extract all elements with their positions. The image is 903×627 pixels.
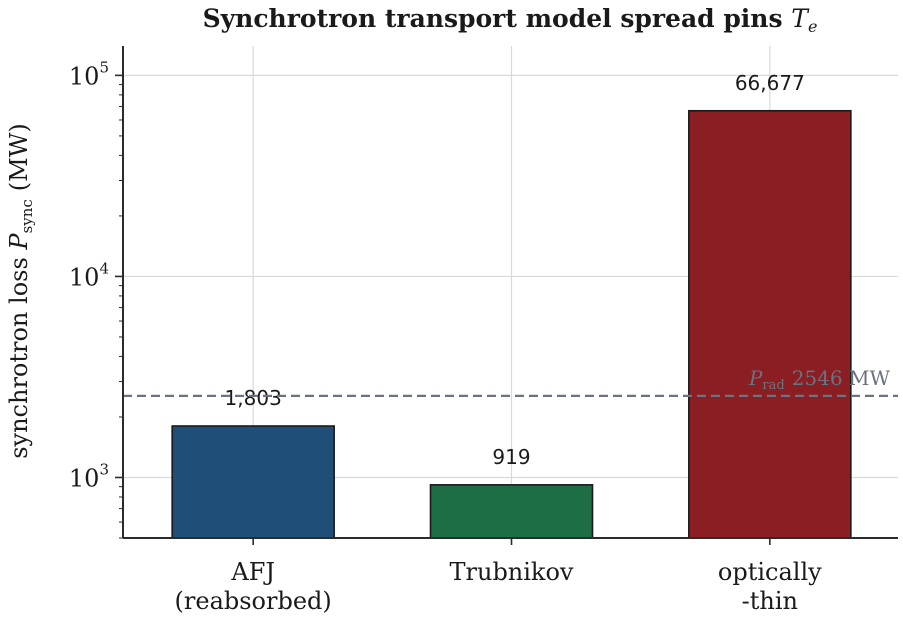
x-tick-label-2: optically -thin [718, 558, 822, 615]
y-axis-label: synchrotron loss Psync(MW) [5, 123, 36, 459]
bar-1 [429, 484, 594, 539]
bar-value-label-0: 1,803 [225, 386, 282, 410]
chart-title: Synchrotron transport model spread pins … [203, 4, 818, 36]
reference-line-group: Prad 2546 MW [123, 366, 898, 397]
x-tick-group: AFJ (reabsorbed) Trubnikov optically -thin [175, 538, 822, 615]
reference-line-label: Prad 2546 MW [748, 366, 891, 393]
y-tick-label-1: 104 [69, 259, 109, 291]
y-tick-label-2: 105 [69, 58, 109, 90]
y-tick-label-0: 103 [69, 460, 109, 492]
y-tick-group: 103 104 105 [69, 58, 123, 539]
bar-value-label-1: 919 [492, 445, 530, 469]
bars-group: 1,803 919 66,677 [171, 71, 852, 539]
x-tick-label-1: Trubnikov [450, 558, 574, 586]
x-tick-label-0: AFJ (reabsorbed) [175, 558, 332, 615]
bar-2 [688, 109, 852, 539]
bar-value-label-2: 66,677 [735, 71, 805, 95]
bar-0 [171, 425, 335, 539]
